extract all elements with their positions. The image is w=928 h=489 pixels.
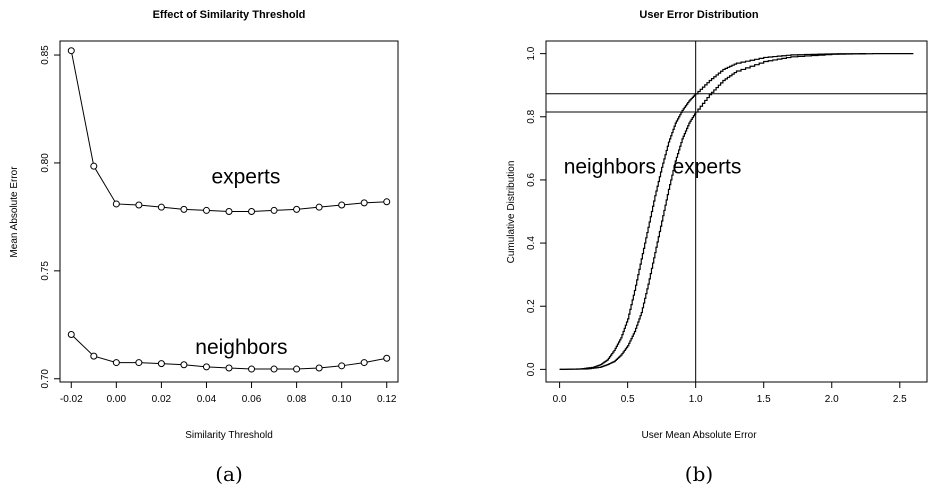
data-point-neighbors [315,364,323,372]
panel-a-caption: (a) [215,462,243,486]
panel-a-x-label: Similarity Threshold [185,430,273,441]
data-point-experts [180,205,188,213]
y-tick-label: 0.75 [40,261,51,281]
data-point-neighbors [225,364,233,372]
data-point-neighbors [293,365,301,373]
x-tick-label: 1.5 [757,394,771,405]
panel-a-similarity-threshold: Effect of Similarity Threshold -0.02 0.00… [9,9,399,486]
data-point-experts [202,206,210,214]
panel-a-series: experts neighbors [67,47,391,373]
data-point-neighbors [338,362,346,370]
y-tick-label: 0.6 [526,173,537,187]
data-point-neighbors [180,361,188,369]
y-tick-label: 0.0 [526,362,537,376]
data-point-experts [67,47,75,55]
panel-b-plot-frame [545,40,928,383]
series-label-neighbors: neighbors [195,336,287,359]
x-tick-label: 0.04 [197,394,217,405]
cdf-line-experts [559,53,914,370]
x-tick-label: -0.02 [60,394,83,405]
data-point-experts [383,198,391,206]
data-point-experts [315,203,323,211]
y-tick-label: 1.0 [526,46,537,60]
data-point-experts [293,205,301,213]
x-tick-label: 2.5 [893,394,907,405]
panel-a-x-axis: -0.02 0.00 0.02 0.04 0.06 0.08 0.10 0.12 [60,382,397,405]
panel-b-caption: (b) [685,462,713,486]
data-point-neighbors [67,331,75,339]
data-point-experts [112,200,120,208]
series-label-experts: experts [673,156,742,179]
data-point-experts [270,206,278,214]
x-tick-label: 0.08 [287,394,307,405]
data-point-neighbors [135,359,143,367]
data-point-experts [248,208,256,215]
panel-a-title: Effect of Similarity Threshold [153,9,306,21]
y-tick-label: 0.2 [526,299,537,313]
panel-b-reference-lines [546,41,927,382]
series-label-neighbors: neighbors [564,156,656,179]
data-point-neighbors [90,352,98,360]
data-point-neighbors [270,365,278,373]
panel-b-x-axis: 0.0 0.5 1.0 1.5 2.0 2.5 [553,382,907,405]
panel-a-plot-frame [59,40,399,383]
x-tick-label: 0.10 [332,394,352,405]
x-tick-label: 0.00 [107,394,127,405]
data-point-experts [225,208,233,215]
panel-b-user-error-distribution: User Error Distribution 0.0 0.5 1.0 1.5 2.0 2… [506,9,928,486]
panel-a-y-label: Mean Absolute Error [9,166,20,258]
data-point-experts [157,203,165,211]
cdf-line-neighbors [559,53,867,370]
x-tick-label: 1.0 [689,394,703,405]
panel-b-title: User Error Distribution [639,9,758,21]
x-tick-label: 2.0 [825,394,839,405]
x-tick-label: 0.06 [242,394,262,405]
data-point-neighbors [112,359,120,367]
y-tick-label: 0.8 [526,109,537,123]
panel-b-series: neighbors experts [559,53,914,370]
x-tick-label: 0.02 [152,394,172,405]
data-point-experts [360,199,368,207]
panel-b-y-label: Cumulative Distribution [506,161,517,264]
y-tick-label: 0.70 [40,369,51,389]
panel-a-y-axis: 0.70 0.75 0.80 0.85 [40,45,60,389]
x-tick-label: 0.12 [377,394,397,405]
data-point-neighbors [248,365,256,373]
panel-b-y-axis: 0.0 0.2 0.4 0.6 0.8 1.0 [526,46,546,376]
data-point-neighbors [360,359,368,367]
series-label-experts: experts [211,165,280,188]
x-tick-label: 0.5 [621,394,635,405]
data-point-neighbors [157,360,165,368]
y-tick-label: 0.85 [40,45,51,65]
panel-b-x-label: User Mean Absolute Error [641,430,757,441]
data-point-neighbors [202,363,210,371]
data-point-experts [90,162,98,170]
data-point-experts [338,201,346,209]
data-point-neighbors [383,354,391,362]
y-tick-label: 0.4 [526,236,537,250]
x-tick-label: 0.0 [553,394,567,405]
data-point-experts [135,201,143,209]
y-tick-label: 0.80 [40,153,51,173]
